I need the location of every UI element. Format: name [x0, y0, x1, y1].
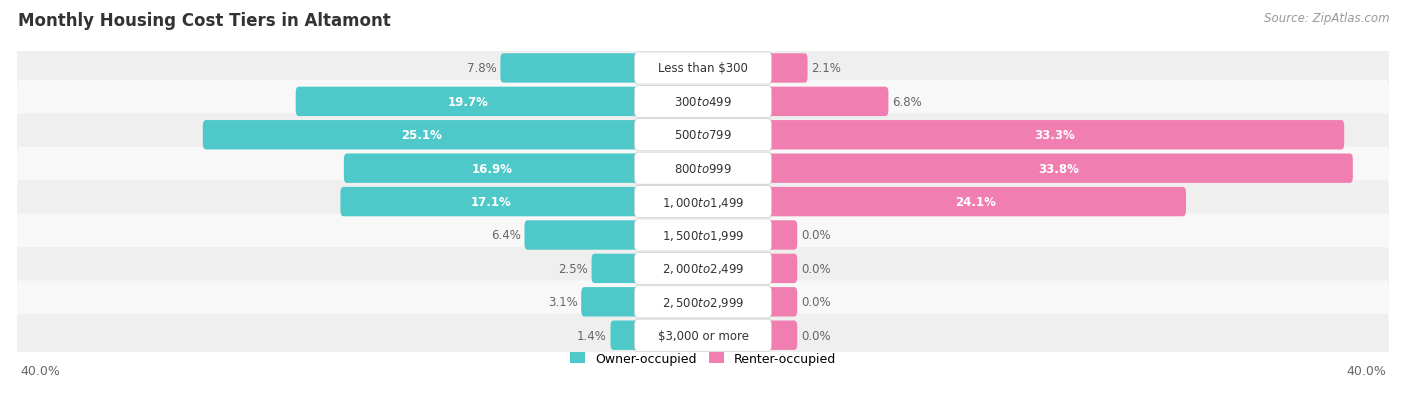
- FancyBboxPatch shape: [765, 188, 1187, 217]
- Text: $2,000 to $2,499: $2,000 to $2,499: [662, 262, 744, 276]
- Text: $1,000 to $1,499: $1,000 to $1,499: [662, 195, 744, 209]
- FancyBboxPatch shape: [765, 287, 797, 317]
- Text: 33.3%: 33.3%: [1035, 129, 1076, 142]
- FancyBboxPatch shape: [501, 54, 641, 83]
- FancyBboxPatch shape: [340, 188, 641, 217]
- FancyBboxPatch shape: [202, 121, 641, 150]
- Text: $3,000 or more: $3,000 or more: [658, 329, 748, 342]
- Text: 0.0%: 0.0%: [801, 296, 831, 309]
- FancyBboxPatch shape: [634, 253, 772, 285]
- FancyBboxPatch shape: [765, 154, 1353, 183]
- FancyBboxPatch shape: [634, 286, 772, 318]
- Text: 3.1%: 3.1%: [548, 296, 578, 309]
- FancyBboxPatch shape: [634, 86, 772, 118]
- FancyBboxPatch shape: [765, 121, 1344, 150]
- Text: Source: ZipAtlas.com: Source: ZipAtlas.com: [1264, 12, 1389, 25]
- Text: Monthly Housing Cost Tiers in Altamont: Monthly Housing Cost Tiers in Altamont: [18, 12, 391, 30]
- FancyBboxPatch shape: [17, 281, 1389, 323]
- FancyBboxPatch shape: [17, 247, 1389, 290]
- FancyBboxPatch shape: [634, 53, 772, 85]
- FancyBboxPatch shape: [295, 88, 641, 117]
- FancyBboxPatch shape: [524, 221, 641, 250]
- FancyBboxPatch shape: [581, 287, 641, 317]
- Text: 7.8%: 7.8%: [467, 62, 496, 75]
- FancyBboxPatch shape: [17, 47, 1389, 90]
- Text: 6.4%: 6.4%: [491, 229, 520, 242]
- Text: $800 to $999: $800 to $999: [673, 162, 733, 175]
- FancyBboxPatch shape: [634, 153, 772, 185]
- Text: 6.8%: 6.8%: [893, 96, 922, 109]
- FancyBboxPatch shape: [17, 114, 1389, 157]
- Text: 40.0%: 40.0%: [1346, 364, 1386, 377]
- Legend: Owner-occupied, Renter-occupied: Owner-occupied, Renter-occupied: [565, 347, 841, 370]
- FancyBboxPatch shape: [634, 319, 772, 351]
- Text: 24.1%: 24.1%: [955, 196, 995, 209]
- FancyBboxPatch shape: [634, 186, 772, 218]
- FancyBboxPatch shape: [592, 254, 641, 283]
- FancyBboxPatch shape: [765, 54, 807, 83]
- Text: 33.8%: 33.8%: [1039, 162, 1080, 175]
- Text: 0.0%: 0.0%: [801, 329, 831, 342]
- FancyBboxPatch shape: [765, 221, 797, 250]
- Text: 16.9%: 16.9%: [472, 162, 513, 175]
- Text: $500 to $799: $500 to $799: [673, 129, 733, 142]
- Text: 40.0%: 40.0%: [20, 364, 60, 377]
- FancyBboxPatch shape: [765, 321, 797, 350]
- FancyBboxPatch shape: [634, 119, 772, 152]
- FancyBboxPatch shape: [17, 181, 1389, 223]
- Text: Less than $300: Less than $300: [658, 62, 748, 75]
- Text: 2.1%: 2.1%: [811, 62, 841, 75]
- Text: 0.0%: 0.0%: [801, 262, 831, 275]
- Text: 17.1%: 17.1%: [470, 196, 510, 209]
- Text: 2.5%: 2.5%: [558, 262, 588, 275]
- FancyBboxPatch shape: [17, 147, 1389, 190]
- FancyBboxPatch shape: [610, 321, 641, 350]
- Text: 1.4%: 1.4%: [576, 329, 606, 342]
- Text: $1,500 to $1,999: $1,500 to $1,999: [662, 228, 744, 242]
- FancyBboxPatch shape: [634, 219, 772, 252]
- FancyBboxPatch shape: [17, 81, 1389, 123]
- FancyBboxPatch shape: [17, 214, 1389, 257]
- FancyBboxPatch shape: [765, 88, 889, 117]
- Text: 25.1%: 25.1%: [401, 129, 443, 142]
- Text: $2,500 to $2,999: $2,500 to $2,999: [662, 295, 744, 309]
- Text: 19.7%: 19.7%: [447, 96, 489, 109]
- FancyBboxPatch shape: [344, 154, 641, 183]
- FancyBboxPatch shape: [765, 254, 797, 283]
- Text: 0.0%: 0.0%: [801, 229, 831, 242]
- FancyBboxPatch shape: [17, 314, 1389, 357]
- Text: $300 to $499: $300 to $499: [673, 96, 733, 109]
